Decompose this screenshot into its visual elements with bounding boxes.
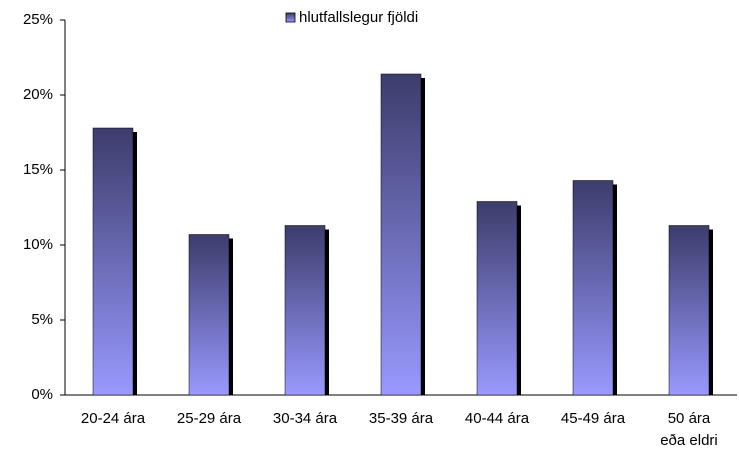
- x-tick-label: 25-29 ára: [176, 410, 242, 427]
- y-tick-label: 5%: [31, 311, 53, 328]
- y-tick-label: 20%: [23, 86, 53, 103]
- x-tick-label: 35-39 ára: [368, 410, 434, 427]
- x-tick-label: 30-34 ára: [272, 410, 338, 427]
- bar: [380, 73, 422, 396]
- y-tick-label: 0%: [31, 386, 53, 403]
- x-tick-label: 45-49 ára: [560, 410, 626, 427]
- x-tick-label: 50 ára eða eldri: [660, 410, 718, 449]
- x-tick-label: 40-44 ára: [464, 410, 530, 427]
- x-tick-label: 20-24 ára: [80, 410, 146, 427]
- bar: [476, 201, 518, 396]
- bar: [284, 225, 326, 396]
- bar: [572, 180, 614, 396]
- y-tick-label: 10%: [23, 236, 53, 253]
- bar: [668, 225, 710, 396]
- bar: [188, 234, 230, 396]
- y-tick-label: 15%: [23, 161, 53, 178]
- legend-swatch: [285, 12, 296, 23]
- legend-label: hlutfallslegur fjöldi: [299, 9, 418, 26]
- y-tick-label: 25%: [23, 11, 53, 28]
- bar: [92, 127, 134, 396]
